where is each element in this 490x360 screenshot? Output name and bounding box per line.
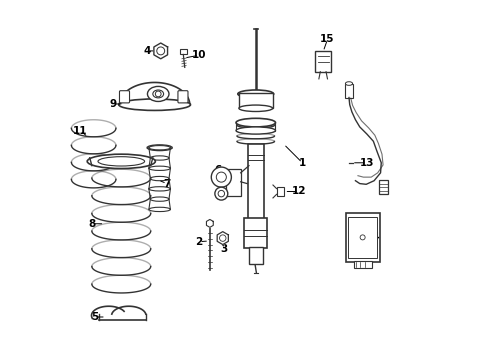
Bar [180, 49, 187, 54]
Text: 10: 10 [192, 50, 206, 60]
Text: 5: 5 [92, 312, 98, 322]
Polygon shape [206, 220, 213, 227]
Bar [239, 93, 272, 108]
Bar [354, 261, 371, 268]
Ellipse shape [239, 105, 272, 112]
Bar [226, 169, 241, 196]
FancyBboxPatch shape [120, 91, 129, 103]
Ellipse shape [149, 166, 171, 170]
Ellipse shape [98, 157, 145, 166]
Ellipse shape [236, 118, 275, 127]
Ellipse shape [150, 156, 169, 160]
Bar [248, 247, 263, 264]
Text: 11: 11 [73, 126, 87, 135]
Circle shape [155, 91, 161, 97]
Ellipse shape [147, 145, 172, 150]
Circle shape [216, 172, 226, 182]
Circle shape [215, 187, 228, 200]
Bar [245, 218, 267, 248]
Bar [276, 187, 285, 196]
Text: 4: 4 [144, 46, 151, 56]
Ellipse shape [150, 197, 169, 201]
Ellipse shape [119, 99, 191, 111]
Circle shape [157, 47, 165, 55]
Circle shape [211, 167, 231, 187]
Ellipse shape [153, 90, 164, 98]
Text: 13: 13 [360, 158, 374, 168]
Polygon shape [154, 43, 168, 59]
Text: 12: 12 [292, 186, 306, 197]
Ellipse shape [147, 86, 169, 102]
Text: 6: 6 [215, 165, 222, 175]
Ellipse shape [236, 127, 275, 134]
Bar [345, 213, 380, 262]
Text: 2: 2 [196, 237, 203, 247]
Text: 7: 7 [163, 179, 171, 189]
Text: 1: 1 [299, 158, 306, 168]
Text: 14: 14 [366, 232, 381, 242]
Bar [348, 217, 377, 258]
Circle shape [218, 190, 224, 197]
Ellipse shape [238, 90, 274, 98]
Bar [247, 144, 264, 220]
Ellipse shape [149, 187, 171, 191]
Ellipse shape [345, 82, 353, 85]
FancyBboxPatch shape [178, 91, 188, 103]
Polygon shape [217, 231, 228, 244]
Ellipse shape [149, 145, 171, 150]
Circle shape [360, 235, 365, 240]
Polygon shape [120, 82, 190, 105]
Text: 9: 9 [109, 99, 117, 109]
Circle shape [220, 235, 226, 241]
Ellipse shape [149, 207, 171, 212]
Bar [236, 122, 275, 131]
Ellipse shape [87, 154, 155, 168]
Text: 3: 3 [220, 244, 227, 254]
Bar [379, 180, 389, 194]
Text: 8: 8 [88, 219, 95, 229]
Bar [315, 51, 331, 72]
Text: 15: 15 [320, 35, 335, 44]
Ellipse shape [150, 176, 169, 181]
Bar [345, 84, 353, 98]
